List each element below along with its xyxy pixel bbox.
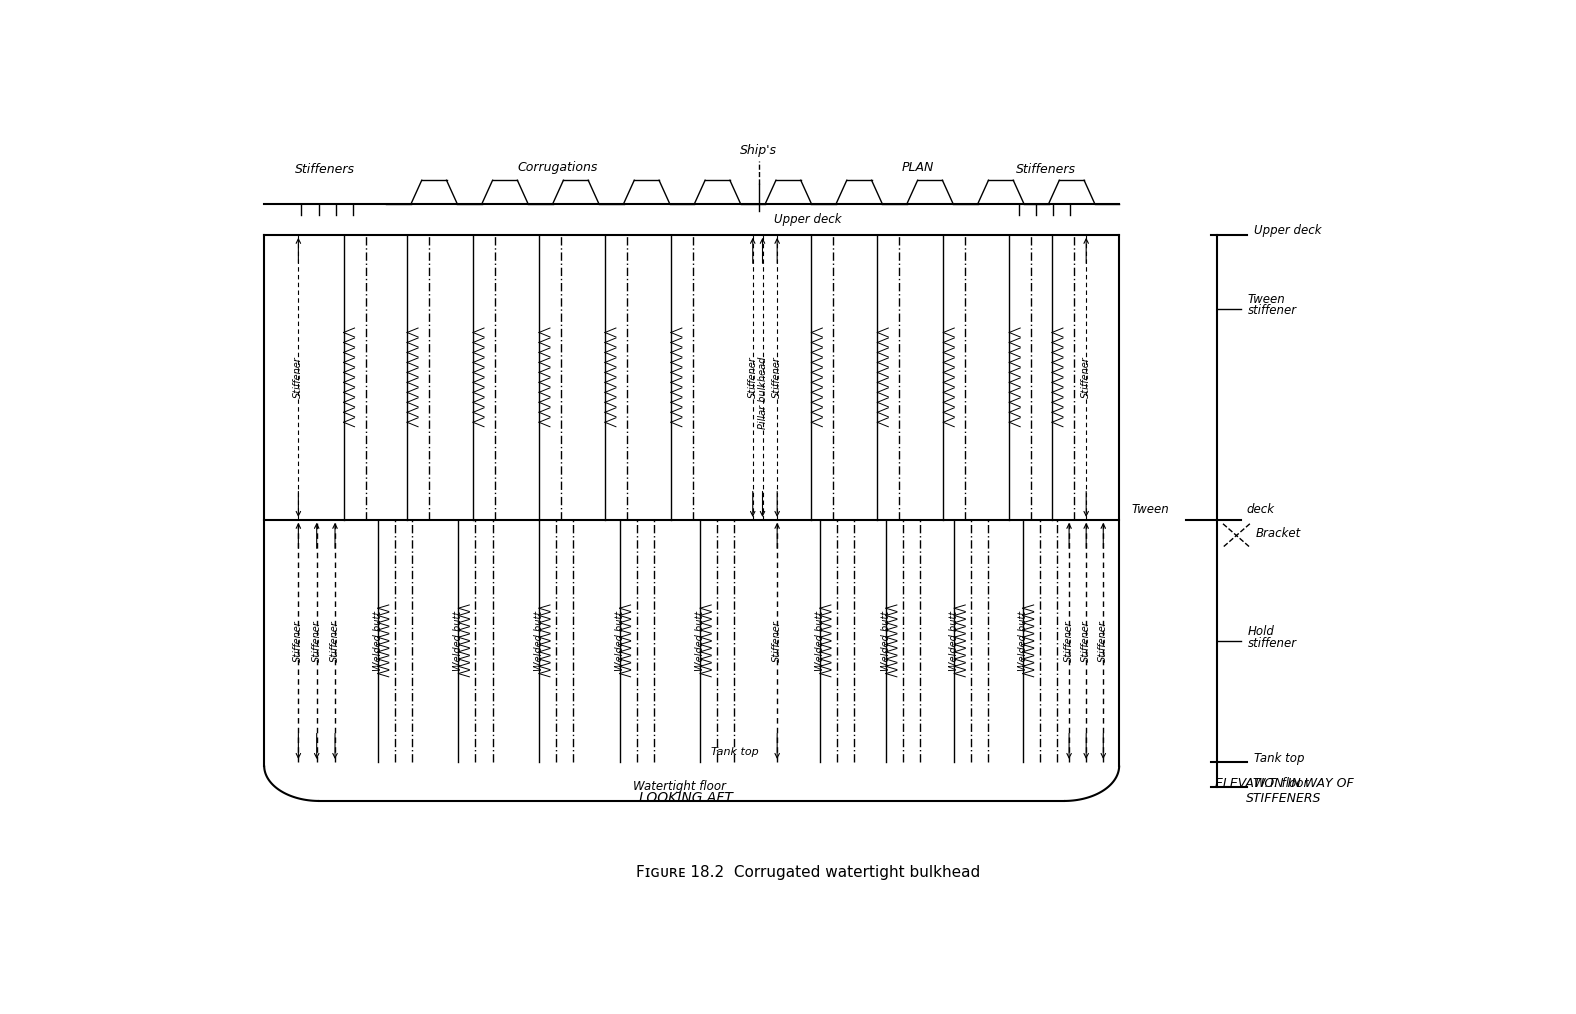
Text: Welded butt: Welded butt bbox=[949, 610, 960, 671]
Text: Welded butt: Welded butt bbox=[695, 610, 704, 671]
Text: W.T. floor: W.T. floor bbox=[1253, 777, 1308, 790]
Text: Stiffener: Stiffener bbox=[1081, 620, 1091, 662]
Text: Welded butt: Welded butt bbox=[615, 610, 624, 671]
Text: ELEVATION IN WAY OF
STIFFENERS: ELEVATION IN WAY OF STIFFENERS bbox=[1215, 777, 1354, 805]
Text: Ship's: Ship's bbox=[741, 144, 777, 157]
Text: Tween: Tween bbox=[1132, 503, 1169, 516]
Text: Stiffeners: Stiffeners bbox=[295, 163, 355, 176]
Text: Corrugations: Corrugations bbox=[517, 161, 597, 174]
Text: Fɪɢᴜʀᴇ 18.2  Corrugated watertight bulkhead: Fɪɢᴜʀᴇ 18.2 Corrugated watertight bulkhe… bbox=[635, 865, 980, 880]
Text: Welded butt: Welded butt bbox=[1018, 610, 1028, 671]
Text: stiffener: stiffener bbox=[1248, 637, 1297, 650]
Text: PLAN: PLAN bbox=[901, 161, 935, 174]
Text: Hold: Hold bbox=[1248, 625, 1275, 638]
Text: Welded butt: Welded butt bbox=[534, 610, 544, 671]
Text: Welded butt: Welded butt bbox=[454, 610, 463, 671]
Text: Welded butt: Welded butt bbox=[374, 610, 383, 671]
Text: Bracket: Bracket bbox=[1256, 527, 1302, 540]
Text: Stiffener: Stiffener bbox=[329, 620, 340, 662]
Text: Stiffener: Stiffener bbox=[772, 620, 782, 662]
Text: Welded butt: Welded butt bbox=[881, 610, 890, 671]
Text: Upper deck: Upper deck bbox=[1253, 224, 1321, 237]
Text: Stiffener: Stiffener bbox=[293, 620, 303, 662]
Text: deck: deck bbox=[1247, 503, 1273, 516]
Text: Stiffener: Stiffener bbox=[772, 357, 782, 399]
Text: Pillar bulkhead: Pillar bulkhead bbox=[758, 357, 768, 429]
Text: Watertight floor: Watertight floor bbox=[634, 780, 727, 793]
Text: Tank top: Tank top bbox=[711, 747, 758, 757]
Text: Stiffener: Stiffener bbox=[747, 357, 758, 399]
Text: Stiffener: Stiffener bbox=[1081, 357, 1091, 399]
Text: LOOKING AFT: LOOKING AFT bbox=[638, 791, 733, 805]
Text: Stiffener: Stiffener bbox=[293, 357, 303, 399]
Text: Stiffener: Stiffener bbox=[1098, 620, 1108, 662]
Text: Tween: Tween bbox=[1248, 293, 1284, 306]
Text: Stiffener: Stiffener bbox=[312, 620, 322, 662]
Text: stiffener: stiffener bbox=[1248, 304, 1297, 316]
Text: Stiffeners: Stiffeners bbox=[1017, 163, 1076, 176]
Text: Tank top: Tank top bbox=[1253, 751, 1303, 765]
Text: Welded butt: Welded butt bbox=[815, 610, 824, 671]
Text: Stiffener: Stiffener bbox=[1064, 620, 1075, 662]
Text: Upper deck: Upper deck bbox=[774, 213, 842, 226]
